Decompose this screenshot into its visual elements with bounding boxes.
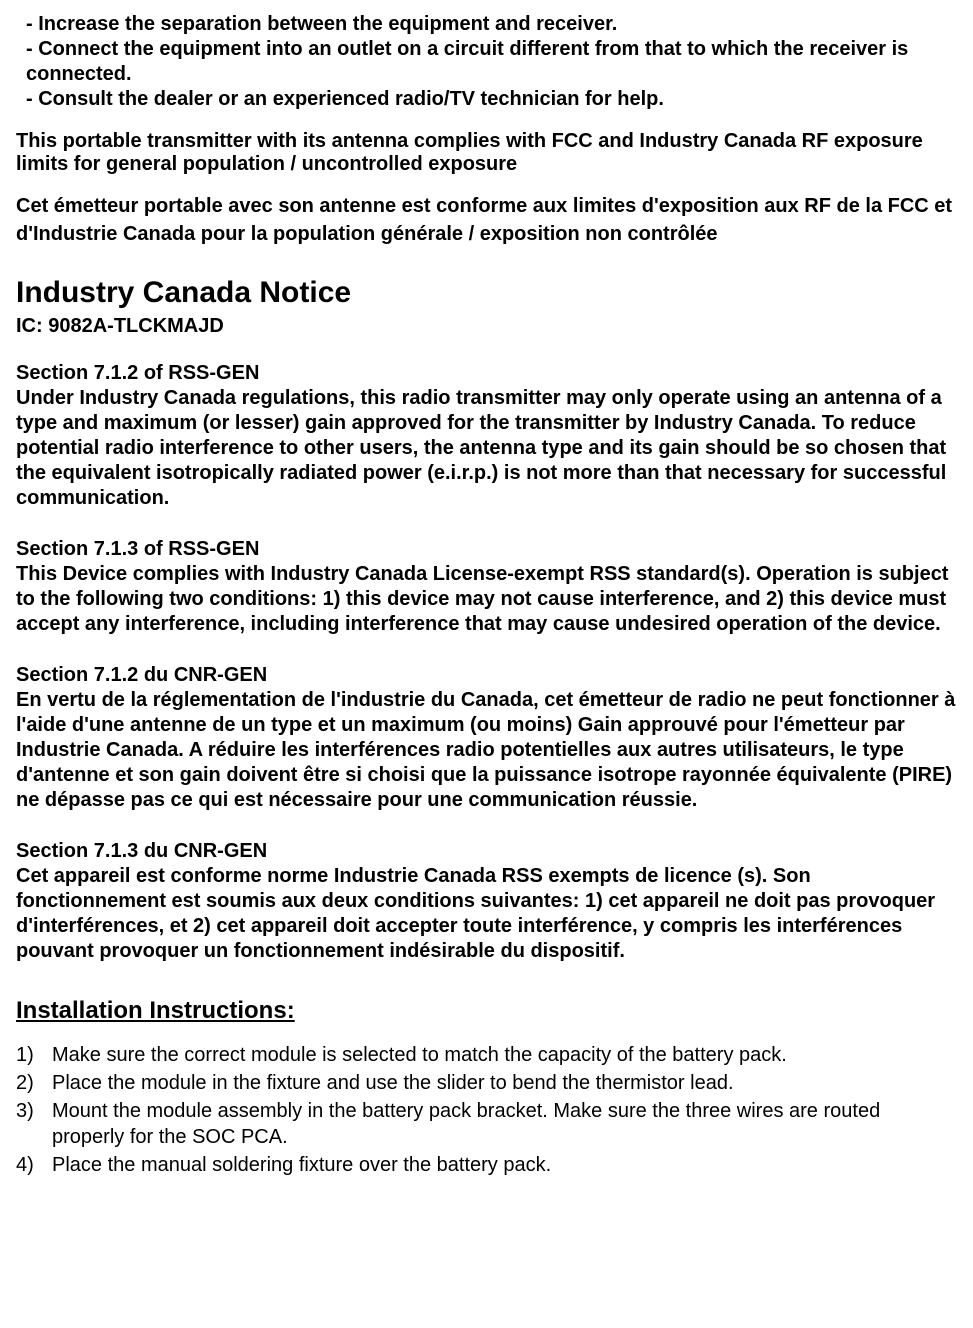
- step-text: Place the module in the fixture and use …: [52, 1070, 957, 1096]
- step-text: Place the manual soldering fixture over …: [52, 1152, 957, 1178]
- install-step: 3) Mount the module assembly in the batt…: [16, 1098, 957, 1150]
- install-step: 1) Make sure the correct module is selec…: [16, 1042, 957, 1068]
- section-713-en-body: This Device complies with Industry Canad…: [16, 562, 957, 637]
- bullet-item: - Increase the separation between the eq…: [26, 12, 957, 37]
- section-712-en-title: Section 7.1.2 of RSS-GEN: [16, 361, 957, 386]
- section-712-en-body: Under Industry Canada regulations, this …: [16, 386, 957, 511]
- section-712-fr-body: En vertu de la réglementation de l'indus…: [16, 688, 957, 813]
- step-number: 4): [16, 1152, 52, 1178]
- install-steps-list: 1) Make sure the correct module is selec…: [16, 1042, 957, 1178]
- step-text: Make sure the correct module is selected…: [52, 1042, 957, 1068]
- bullet-item: - Consult the dealer or an experienced r…: [26, 87, 957, 112]
- step-number: 1): [16, 1042, 52, 1068]
- step-number: 2): [16, 1070, 52, 1096]
- section-713-fr-body: Cet appareil est conforme norme Industri…: [16, 864, 957, 964]
- install-step: 2) Place the module in the fixture and u…: [16, 1070, 957, 1096]
- fcc-interference-list: - Increase the separation between the eq…: [26, 12, 957, 112]
- transmitter-statement-en: This portable transmitter with its anten…: [16, 130, 957, 176]
- section-713-en-title: Section 7.1.3 of RSS-GEN: [16, 537, 957, 562]
- ic-id: IC: 9082A-TLCKMAJD: [16, 314, 957, 339]
- step-text: Mount the module assembly in the battery…: [52, 1098, 957, 1150]
- install-heading: Installation Instructions:: [16, 996, 957, 1026]
- section-713-fr-title: Section 7.1.3 du CNR-GEN: [16, 839, 957, 864]
- install-step: 4) Place the manual soldering fixture ov…: [16, 1152, 957, 1178]
- transmitter-statement-fr: Cet émetteur portable avec son antenne e…: [16, 192, 957, 248]
- section-712-fr-title: Section 7.1.2 du CNR-GEN: [16, 663, 957, 688]
- ic-notice-heading: Industry Canada Notice: [16, 274, 957, 312]
- step-number: 3): [16, 1098, 52, 1150]
- bullet-item: - Connect the equipment into an outlet o…: [26, 37, 957, 87]
